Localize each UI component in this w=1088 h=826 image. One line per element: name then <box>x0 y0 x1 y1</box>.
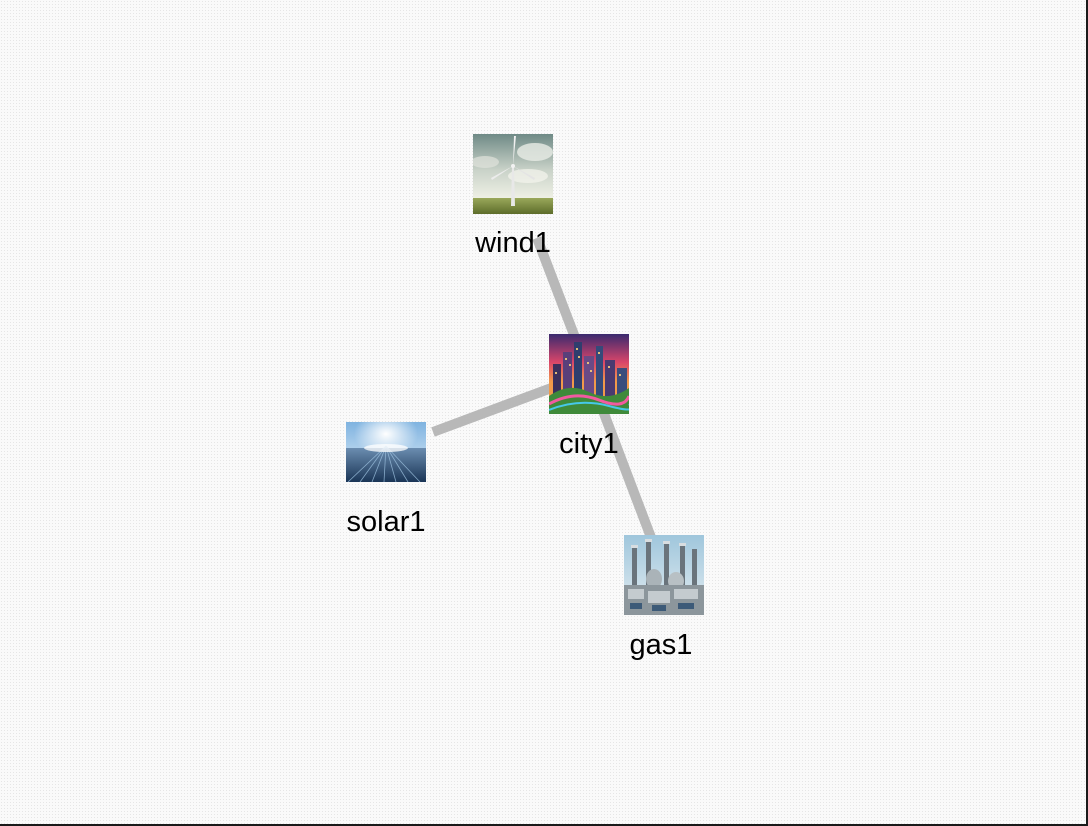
node-label-wind1: wind1 <box>475 227 551 259</box>
gas-power-plant-icon[interactable] <box>624 535 704 615</box>
city-skyline-icon[interactable] <box>549 334 629 414</box>
node-label-solar1: solar1 <box>346 506 426 538</box>
node-label-gas1: gas1 <box>629 629 693 661</box>
wind-turbine-icon[interactable] <box>473 134 553 214</box>
node-label-city1: city1 <box>559 428 619 460</box>
solar-panel-field-icon[interactable] <box>346 422 426 482</box>
